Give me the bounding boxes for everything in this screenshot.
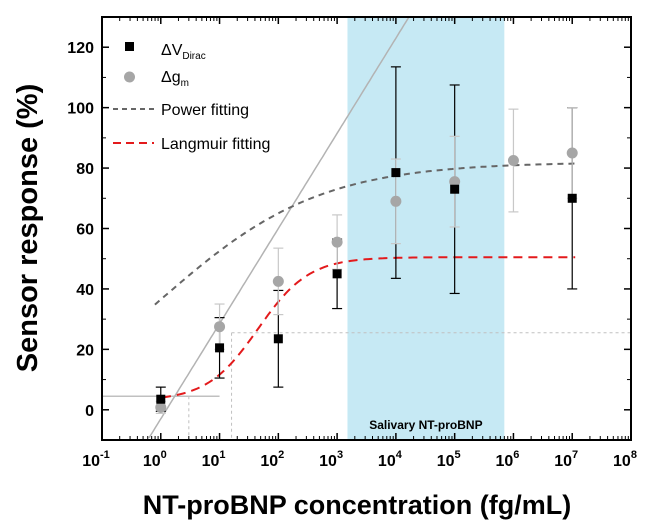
y-tick-label: 60 (76, 222, 94, 239)
salivary-region-label: Salivary NT-proBNP (369, 418, 482, 432)
legend-label-langmuir: Langmuir fitting (161, 136, 270, 153)
marker-dirac (273, 334, 283, 344)
marker-dirac (450, 184, 460, 194)
marker-dirac (156, 394, 166, 404)
marker-dirac (332, 269, 342, 279)
langmuir-fit-curve (161, 256, 576, 399)
marker-gm (507, 155, 519, 167)
x-tick-label: 10-1 (82, 449, 110, 470)
x-tick-label: 107 (554, 449, 578, 470)
y-tick-label: 120 (67, 40, 94, 57)
x-tick-label: 101 (202, 449, 226, 470)
legend: ΔVDirac Δgm Power fitting Langmuir fitti… (113, 42, 270, 153)
linear-fit-line (148, 17, 410, 439)
y-tick-label: 40 (76, 282, 94, 299)
x-tick-label: 108 (613, 449, 637, 470)
legend-label-dirac: ΔVDirac (161, 42, 206, 62)
marker-gm (331, 236, 343, 248)
marker-gm (155, 401, 167, 413)
x-tick-label: 106 (495, 449, 519, 470)
x-tick-label: 103 (319, 449, 343, 470)
legend-marker-dirac (125, 42, 134, 51)
marker-gm (272, 275, 284, 287)
salivary-band (347, 17, 505, 440)
x-tick-label: 105 (437, 449, 461, 470)
y-tick-label: 80 (76, 161, 94, 178)
marker-gm (390, 195, 402, 207)
y-tick-label: 0 (85, 403, 94, 420)
x-tick-label: 100 (143, 449, 167, 470)
x-axis-title: NT-proBNP concentration (fg/mL) (143, 490, 572, 520)
axis-ticks (101, 16, 632, 441)
y-tick-label: 20 (76, 342, 94, 359)
marker-dirac (215, 343, 225, 353)
marker-dirac (391, 168, 401, 178)
legend-label-power: Power fitting (161, 102, 249, 119)
legend-marker-gm (124, 71, 135, 83)
power-fit-curve (154, 162, 576, 306)
marker-dirac (567, 193, 577, 203)
y-axis-title: Sensor response (%) (12, 84, 44, 372)
data-markers (155, 147, 578, 413)
salivary-region (347, 17, 505, 440)
x-tick-label: 102 (260, 449, 284, 470)
marker-gm (566, 147, 578, 159)
y-tick-label: 100 (67, 101, 94, 118)
marker-gm (214, 321, 226, 333)
tick-labels: 10-1 100 101 102 103 104 105 106 107 108 0 20 40 60 80… (67, 40, 637, 470)
x-tick-label: 104 (378, 449, 403, 470)
legend-label-gm: Δgm (161, 69, 189, 89)
marker-gm (449, 176, 461, 188)
fit-curves (148, 17, 576, 439)
